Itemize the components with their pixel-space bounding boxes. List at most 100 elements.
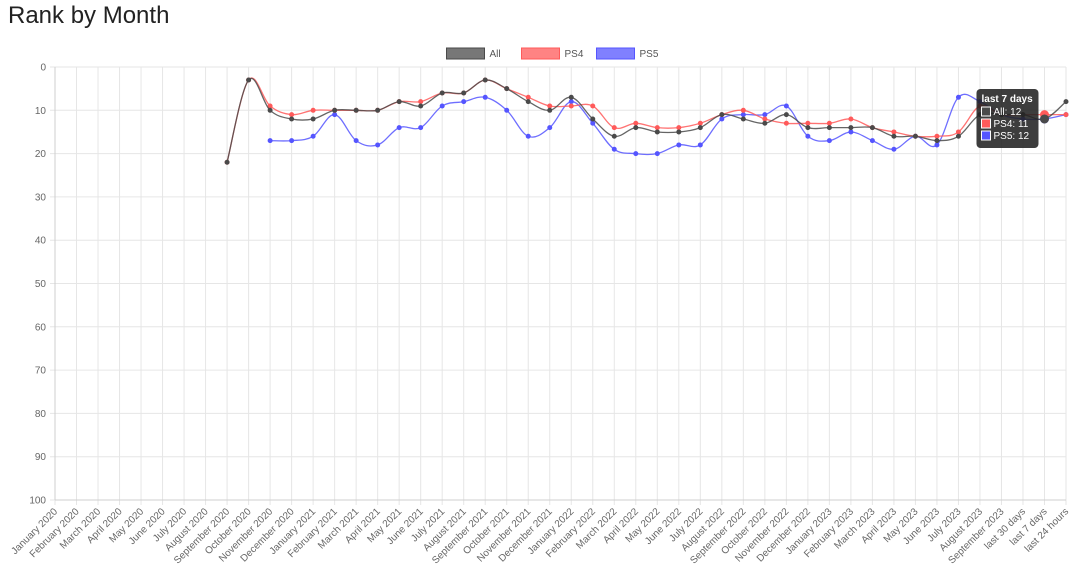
data-point-ps4: [826, 120, 832, 126]
data-point-ps5: [310, 133, 316, 139]
data-point-all: [396, 99, 402, 105]
data-point-ps5: [418, 125, 424, 131]
y-tick-label: 20: [35, 149, 47, 160]
legend: All PS4 PS5: [446, 47, 659, 60]
data-point-ps5: [525, 133, 531, 139]
data-point-all: [310, 116, 316, 122]
data-point-ps4: [934, 133, 940, 139]
data-point-all: [869, 125, 875, 131]
data-point-all: [697, 125, 703, 131]
data-point-ps5: [547, 125, 553, 131]
data-point-all: [332, 107, 338, 113]
series: [224, 77, 1069, 165]
tooltip-box: [976, 89, 1039, 148]
data-point-all: [375, 107, 381, 113]
data-point-ps5: [633, 151, 639, 157]
data-point-ps5: [267, 138, 273, 144]
data-point-ps4: [740, 107, 746, 113]
data-point-all: [439, 90, 445, 96]
data-point-all: [1039, 114, 1049, 124]
tooltip-swatch: [980, 118, 991, 129]
y-tick-label: 100: [29, 496, 46, 507]
data-point-all: [848, 125, 854, 131]
data-point-ps5: [375, 142, 381, 148]
data-point-all: [805, 125, 811, 131]
data-point-all: [267, 107, 273, 113]
data-point-all: [482, 77, 488, 83]
legend-label-all: All: [490, 49, 501, 60]
data-point-all: [611, 133, 617, 139]
tooltip-title: last 7 days: [981, 94, 1033, 105]
legend-swatch-all: [446, 47, 485, 60]
data-point-all: [654, 129, 660, 135]
tooltip-swatch: [980, 130, 991, 141]
data-point-all: [418, 103, 424, 109]
data-point-ps4: [310, 107, 316, 113]
data-point-ps5: [482, 94, 488, 100]
data-point-ps4: [762, 116, 768, 122]
grid: [50, 66, 1067, 505]
tooltip-line: All: 12: [993, 107, 1021, 118]
data-point-ps4: [955, 129, 961, 135]
data-point-ps5: [848, 129, 854, 135]
data-point-all: [676, 129, 682, 135]
data-point-ps4: [848, 116, 854, 122]
data-point-ps5: [783, 103, 789, 109]
y-tick-label: 80: [35, 409, 47, 420]
data-point-all: [783, 112, 789, 118]
y-tick-label: 0: [40, 63, 46, 74]
data-point-ps5: [353, 138, 359, 144]
y-tick-label: 60: [35, 322, 47, 333]
data-point-all: [633, 125, 639, 131]
data-point-all: [224, 159, 230, 165]
data-point-ps5: [676, 142, 682, 148]
data-point-all: [762, 120, 768, 126]
data-point-ps5: [826, 138, 832, 144]
data-point-ps4: [289, 112, 295, 118]
data-point-ps4: [590, 103, 596, 109]
data-point-ps5: [504, 107, 510, 113]
data-point-ps5: [740, 112, 746, 118]
data-point-all: [289, 116, 295, 122]
data-point-ps4: [418, 99, 424, 105]
data-point-ps5: [654, 151, 660, 157]
data-point-all: [1063, 99, 1069, 105]
data-point-all: [461, 90, 467, 96]
page-title: Rank by Month: [8, 2, 170, 29]
data-point-ps4: [783, 120, 789, 126]
legend-label-ps4: PS4: [565, 49, 584, 60]
data-point-ps5: [396, 125, 402, 131]
y-tick-label: 30: [35, 192, 47, 203]
y-tick-label: 50: [35, 279, 47, 290]
data-point-all: [912, 133, 918, 139]
data-point-ps5: [934, 142, 940, 148]
data-point-ps5: [869, 138, 875, 144]
data-point-all: [955, 133, 961, 139]
y-tick-label: 70: [35, 366, 47, 377]
tooltip-line: PS5: 12: [993, 131, 1029, 142]
y-tick-label: 90: [35, 452, 47, 463]
tooltip-line: PS4: 11: [993, 119, 1028, 130]
data-point-ps5: [891, 146, 897, 152]
data-point-ps5: [697, 142, 703, 148]
data-point-ps4: [1063, 112, 1069, 118]
data-point-ps4: [805, 120, 811, 126]
legend-swatch-ps4: [521, 47, 560, 60]
data-point-all: [504, 86, 510, 92]
data-point-all: [719, 112, 725, 118]
legend-label-ps5: PS5: [640, 49, 659, 60]
data-point-all: [740, 116, 746, 122]
data-point-ps4: [267, 103, 273, 109]
data-point-ps5: [289, 138, 295, 144]
series-line-all: [226, 77, 1067, 163]
series-line-ps4: [226, 77, 1066, 163]
data-point-all: [590, 116, 596, 122]
series-line-ps5: [270, 93, 1067, 156]
data-point-ps5: [439, 103, 445, 109]
tooltip-swatch: [980, 106, 991, 117]
data-point-ps5: [461, 99, 467, 105]
data-point-ps4: [654, 125, 660, 131]
y-tick-label: 10: [35, 106, 47, 117]
